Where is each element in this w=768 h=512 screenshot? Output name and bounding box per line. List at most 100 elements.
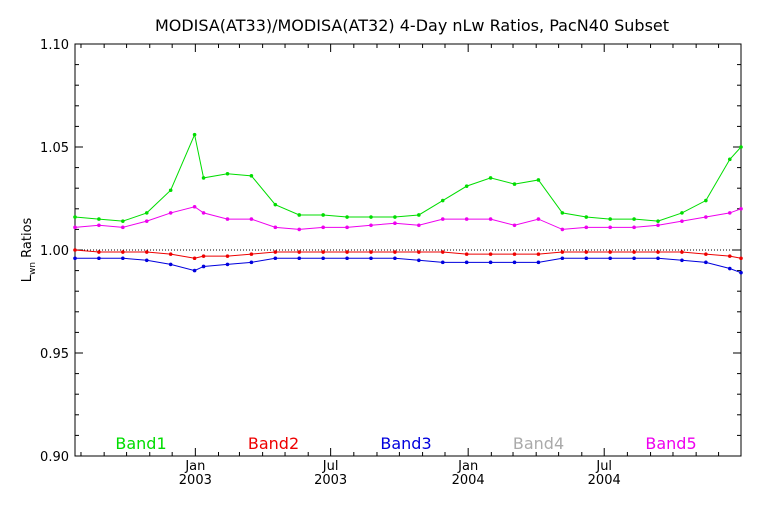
data-point — [560, 211, 565, 215]
data-point — [168, 188, 173, 193]
data-point — [608, 225, 612, 230]
series-line — [75, 257, 742, 274]
legend-item-band5: Band5 — [645, 434, 696, 453]
y-axis-label-rest: Ratios — [20, 217, 35, 262]
data-point — [560, 250, 565, 254]
data-point — [192, 204, 197, 209]
series-band1 — [73, 132, 743, 223]
data-point — [273, 256, 278, 261]
series-line — [74, 206, 742, 230]
x-tick-label-month: Jul — [322, 459, 339, 474]
data-point — [192, 132, 197, 137]
data-point — [656, 250, 660, 254]
data-point — [321, 225, 325, 230]
data-point — [273, 225, 278, 230]
y-tick-label: 1.05 — [40, 141, 69, 156]
data-point — [560, 256, 565, 261]
data-point — [488, 260, 493, 265]
x-tick-label-month: Jul — [595, 459, 612, 474]
data-point — [345, 256, 349, 261]
data-point — [201, 176, 206, 180]
data-point — [297, 227, 302, 232]
data-point — [632, 250, 636, 254]
data-point — [608, 250, 612, 254]
data-point — [297, 256, 302, 261]
data-point — [121, 256, 125, 261]
legend-item-band4: Band4 — [513, 434, 564, 453]
data-point — [512, 260, 517, 265]
data-point — [440, 217, 445, 221]
data-point — [704, 260, 708, 265]
series-band2 — [73, 248, 743, 261]
y-axis-label-sub: wn — [28, 262, 38, 275]
data-point — [417, 213, 421, 217]
y-tick-label: 1.00 — [40, 244, 69, 259]
data-point — [249, 174, 254, 178]
data-point — [656, 256, 660, 261]
data-point — [608, 217, 612, 221]
data-point — [512, 182, 517, 186]
data-point — [680, 250, 684, 254]
data-point — [97, 250, 101, 254]
data-point — [656, 223, 660, 228]
data-point — [225, 171, 230, 176]
data-point — [536, 252, 541, 256]
y-tick-label: 0.95 — [40, 347, 69, 362]
data-point — [739, 270, 743, 275]
data-point — [345, 215, 349, 219]
data-point — [249, 217, 254, 221]
data-point — [632, 225, 636, 230]
chart-title: MODISA(AT33)/MODISA(AT32) 4-Day nLw Rati… — [155, 16, 669, 35]
y-tick-label: 1.10 — [40, 38, 69, 53]
y-axis: 0.90 0.95 1.00 1.05 1.10 — [40, 38, 741, 465]
data-point — [321, 256, 325, 261]
data-point — [632, 217, 636, 221]
data-point — [121, 225, 125, 230]
y-tick-label: 0.90 — [40, 450, 69, 465]
data-point — [440, 260, 445, 265]
data-point — [739, 145, 743, 149]
x-tick-label-year: 2004 — [588, 473, 621, 488]
data-point — [144, 250, 149, 254]
data-point — [201, 254, 206, 258]
data-point — [97, 223, 101, 228]
data-point — [704, 252, 708, 256]
data-point — [321, 213, 325, 217]
data-point — [168, 252, 173, 256]
data-point — [536, 178, 541, 182]
data-point — [512, 223, 517, 228]
data-point — [73, 248, 77, 252]
data-point — [739, 256, 743, 261]
data-point — [417, 250, 421, 254]
data-point — [417, 258, 421, 263]
data-point — [73, 256, 77, 261]
data-point — [345, 250, 349, 254]
data-point — [144, 211, 149, 215]
data-point — [680, 219, 684, 223]
data-point — [369, 215, 373, 219]
data-point — [73, 225, 77, 230]
data-point — [464, 260, 469, 265]
series-line — [74, 132, 742, 222]
data-point — [704, 215, 708, 219]
data-point — [273, 202, 278, 207]
data-point — [727, 254, 732, 258]
data-point — [345, 225, 349, 230]
data-point — [632, 256, 636, 261]
x-tick-label-month: Jan — [457, 459, 478, 474]
data-point — [464, 217, 469, 221]
data-point — [440, 198, 445, 203]
data-point — [440, 250, 445, 254]
legend-item-band3: Band3 — [380, 434, 431, 453]
x-tick-label-month: Jan — [184, 459, 205, 474]
data-point — [739, 207, 743, 211]
data-point — [73, 215, 77, 219]
data-point — [273, 250, 278, 254]
data-point — [680, 211, 684, 215]
data-point — [464, 252, 469, 256]
data-point — [608, 256, 612, 261]
data-point — [464, 184, 469, 188]
data-point — [727, 211, 732, 215]
data-point — [297, 213, 302, 217]
